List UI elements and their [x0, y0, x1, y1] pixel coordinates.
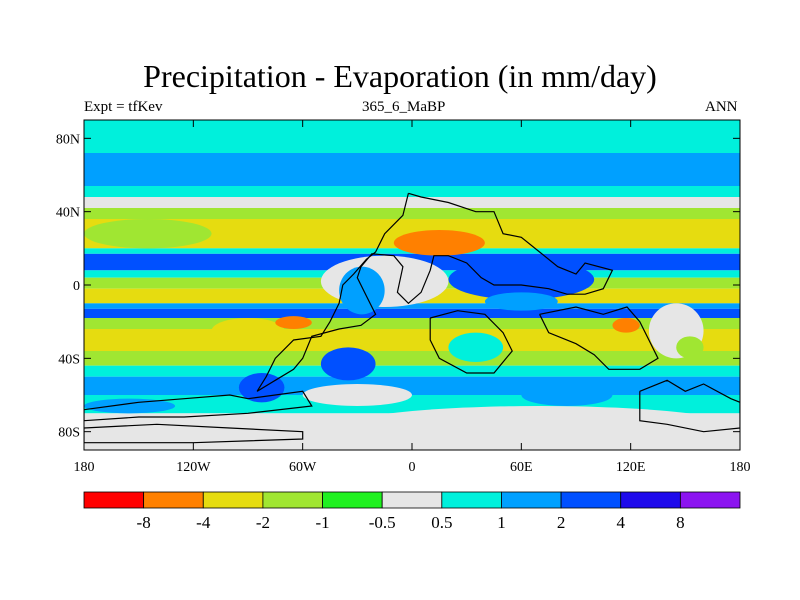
lat-tick-label: 80S [58, 426, 80, 441]
lon-tick-label: 120E [616, 460, 646, 475]
zonal-band [84, 318, 740, 329]
field-patch [84, 398, 176, 414]
zonal-band [84, 351, 740, 366]
zonal-band [84, 303, 740, 309]
colorbar-box [679, 491, 741, 509]
field-patch [339, 406, 740, 450]
coastline [84, 423, 304, 444]
colorbar-box [501, 491, 562, 509]
coastline [429, 310, 513, 374]
field-patch [302, 384, 413, 406]
colorbar-label: 8 [676, 513, 685, 532]
colorbar-label: -2 [256, 513, 270, 532]
zonal-band [84, 365, 740, 377]
colorbar-box [441, 491, 502, 509]
zonal-band [84, 153, 740, 186]
colorbar-label: -8 [137, 513, 151, 532]
field-patch [484, 292, 558, 311]
colorbar: -8 -4 -2 -1 -0.5 0.5 1 2 4 8 [83, 491, 741, 532]
colorbar-label: -1 [315, 513, 329, 532]
colorbar-box [262, 491, 323, 509]
center-label: 365_6_MaBP [362, 99, 446, 115]
zonal-band [84, 376, 740, 395]
field-patch [676, 336, 704, 359]
colorbar-label: 4 [616, 513, 625, 532]
colorbar-box [202, 491, 264, 509]
zonal-band [84, 186, 740, 197]
zonal-band [84, 329, 740, 351]
coastline-layer [84, 192, 740, 444]
lon-tick-label: 180 [730, 460, 751, 475]
colorbar-box [620, 491, 681, 509]
field-patch [393, 230, 485, 256]
lat-tick-label: 40N [56, 206, 80, 221]
field-patch [211, 318, 285, 344]
colorbar-label: 1 [497, 513, 506, 532]
zonal-band [84, 208, 740, 219]
lat-tick-label: 40S [58, 352, 80, 367]
colorbar-label: -4 [196, 513, 211, 532]
coastline [84, 390, 313, 422]
coastline [256, 192, 614, 392]
colorbar-box [322, 491, 383, 509]
colorbar-box [560, 491, 622, 509]
lat-tick-label: 80N [56, 132, 80, 147]
colorbar-box [381, 491, 443, 509]
lon-tick-label: 60E [510, 460, 533, 475]
experiment-label: Expt = tfKev [84, 99, 163, 115]
field-patch [612, 318, 640, 333]
plot-title: Precipitation - Evaporation (in mm/day) [143, 58, 657, 94]
zonal-band [84, 197, 740, 208]
lat-tick-label: 0 [73, 279, 80, 294]
field-patch [448, 259, 595, 300]
field-layer [84, 120, 740, 450]
field-patch [84, 219, 212, 249]
lon-tick-label: 120W [176, 460, 211, 475]
field-patch [320, 347, 376, 381]
coastline [639, 379, 740, 433]
field-patch [275, 316, 312, 330]
lon-tick-label: 180 [74, 460, 95, 475]
field-patch [521, 384, 613, 406]
colorbar-label: 2 [557, 513, 566, 532]
lon-tick-label: 0 [409, 460, 416, 475]
zonal-band [84, 308, 740, 318]
lon-tick-label: 60W [289, 460, 317, 475]
axis-layer: 80N 40N 0 40S 80S 180 120W 60W 0 60E 120E 180 [56, 120, 751, 475]
colorbar-label: -0.5 [369, 513, 396, 532]
colorbar-box [83, 491, 145, 509]
season-label: ANN [705, 99, 738, 115]
field-patch [448, 332, 504, 363]
colorbar-box [143, 491, 204, 509]
colorbar-label: 0.5 [431, 513, 452, 532]
coastline [539, 306, 659, 370]
field-patch [339, 266, 385, 315]
